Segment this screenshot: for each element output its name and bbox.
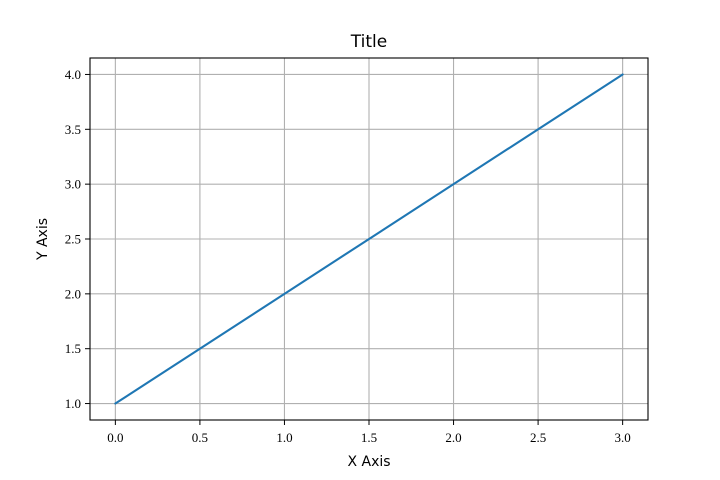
data-series-line [114, 73, 624, 405]
x-tick-label: 2.0 [445, 430, 461, 445]
y-tick-label: 3.0 [65, 177, 81, 192]
x-tick-label: 1.0 [276, 430, 292, 445]
y-tick-label: 4.0 [65, 67, 81, 82]
y-axis-ticks: 1.0 1.5 2.0 2.5 3.0 3.5 4.0 [65, 67, 90, 411]
x-tick-label: 3.0 [615, 430, 631, 445]
x-tick-label: 2.5 [530, 430, 546, 445]
chart-title: Title [350, 32, 387, 52]
x-tick-label: 1.5 [361, 430, 377, 445]
y-tick-label: 3.5 [65, 122, 81, 137]
x-axis-label: X Axis [347, 454, 390, 470]
x-axis-ticks: 0.0 0.5 1.0 1.5 2.0 2.5 3.0 [107, 420, 631, 445]
grid [90, 58, 648, 420]
x-tick-label: 0.0 [107, 430, 123, 445]
series-layer [114, 73, 624, 405]
y-tick-label: 2.0 [65, 286, 81, 301]
y-axis-label: Y Axis [35, 218, 51, 261]
y-tick-label: 1.0 [65, 396, 81, 411]
y-tick-label: 2.5 [65, 232, 81, 247]
y-tick-label: 1.5 [65, 341, 81, 356]
x-tick-label: 0.5 [192, 430, 208, 445]
